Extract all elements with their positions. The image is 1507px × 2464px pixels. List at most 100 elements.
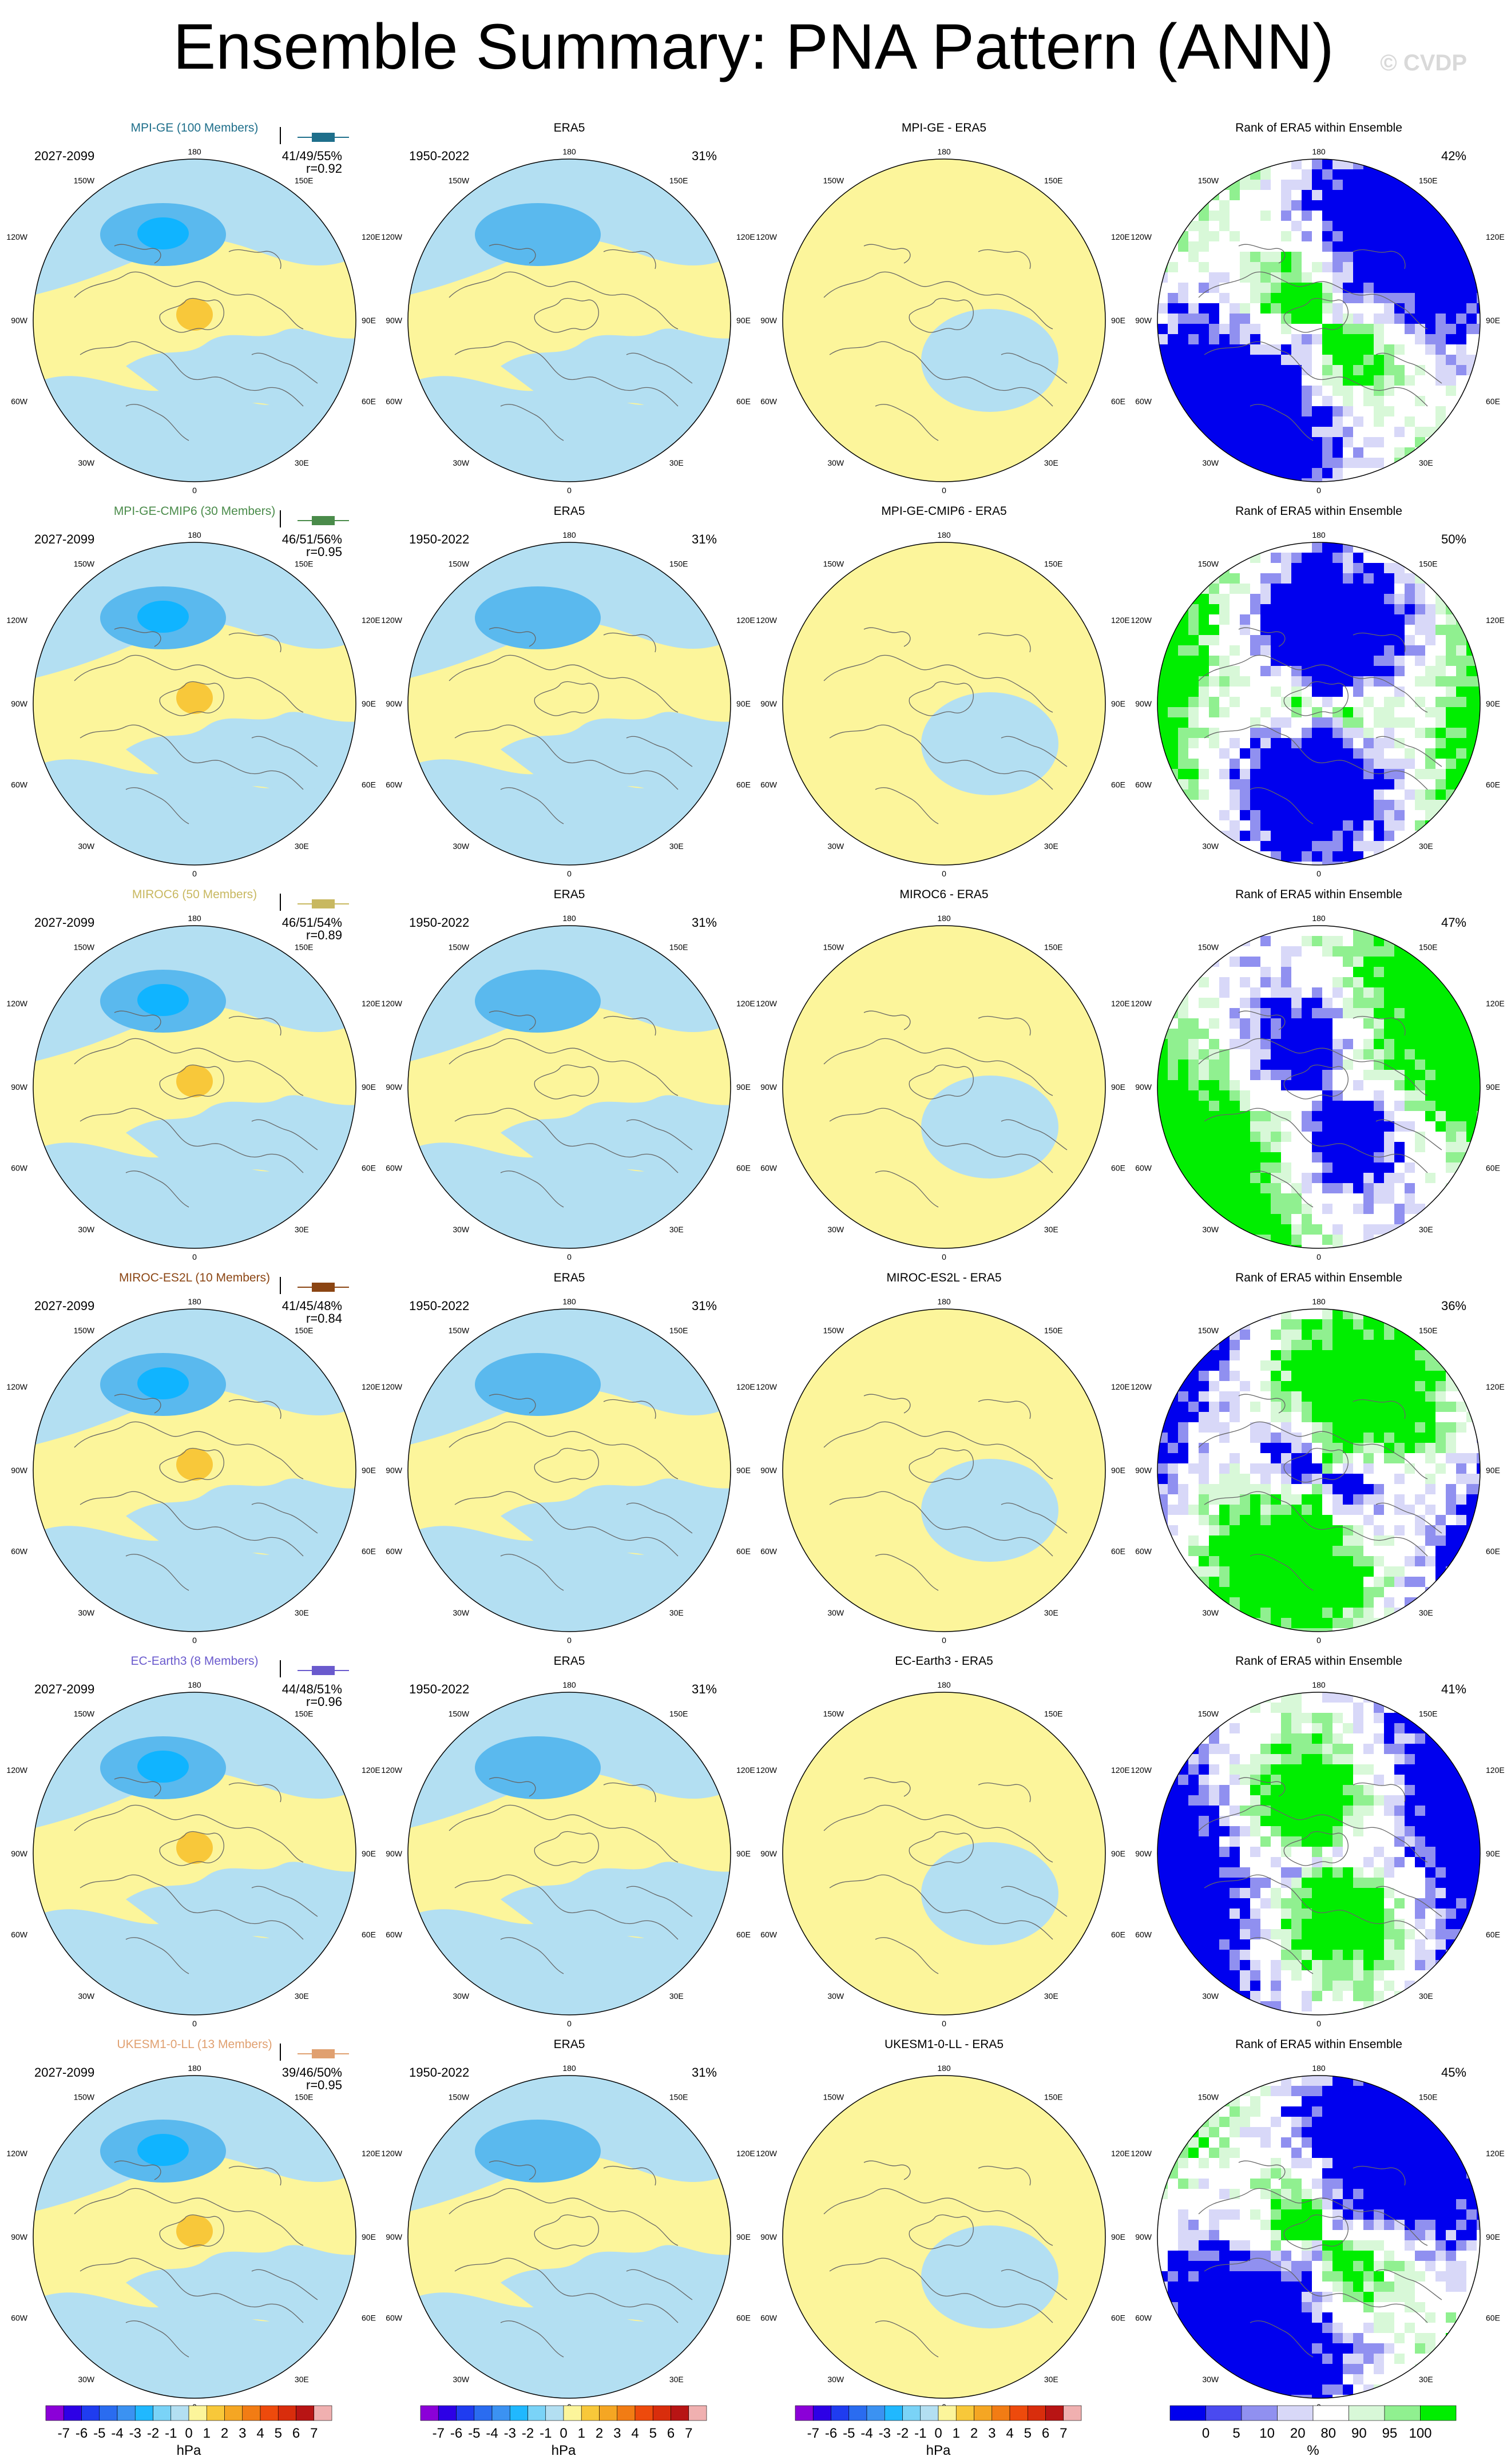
lon-label: 60W (386, 397, 403, 406)
polar-map (782, 1692, 1106, 2015)
lon-label: 90E (736, 1849, 751, 1858)
lon-label: 30E (295, 458, 309, 467)
colorbar-swatch (1009, 2405, 1028, 2421)
colorbar-tick: 1 (578, 2426, 585, 2441)
lon-label: 60E (1486, 1930, 1500, 1939)
lon-label: 180 (937, 530, 951, 539)
lon-label: 180 (562, 530, 576, 539)
lon-label: 150E (295, 1326, 314, 1335)
colorbar-swatch (599, 2405, 618, 2421)
colorbar-tick: -4 (111, 2426, 123, 2441)
model-title: MPI-GE (100 Members) (131, 121, 259, 134)
model-period: 2027-2099 (34, 1299, 94, 1313)
lon-label: 120E (1486, 2149, 1505, 2158)
colorbar-swatch (581, 2405, 600, 2421)
rank-title: Rank of ERA5 within Ensemble (1235, 888, 1402, 901)
lon-label: 60E (1486, 1164, 1500, 1173)
lon-label: 60W (11, 397, 28, 406)
lon-label: 150W (823, 176, 844, 185)
lon-label: 30E (669, 458, 684, 467)
colorbar-tick: 6 (667, 2426, 675, 2441)
colorbar-tick: 95 (1382, 2426, 1398, 2441)
lon-label: 180 (937, 914, 951, 923)
colorbar-tick: 100 (1409, 2426, 1431, 2441)
lon-label: 30W (827, 842, 844, 851)
lon-label: 30E (669, 1225, 684, 1234)
lon-label: 30W (78, 842, 95, 851)
whisker-box (312, 2049, 335, 2058)
lon-label: 120E (1486, 232, 1505, 241)
lon-label: 180 (937, 2064, 951, 2073)
colorbar-tick: 5 (1024, 2426, 1032, 2441)
lon-label: 120W (756, 1765, 777, 1775)
polar-map (782, 2075, 1106, 2399)
lon-label: 30W (1202, 1608, 1219, 1617)
colorbar-tick: 6 (1042, 2426, 1049, 2441)
map-border (1157, 2075, 1481, 2399)
lon-label: 90W (11, 1466, 28, 1475)
colorbar-swatch (884, 2405, 903, 2421)
lon-label: 90W (1135, 1466, 1152, 1475)
polar-map (1157, 925, 1481, 1249)
colorbar-units: hPa (926, 2443, 951, 2458)
rank-title: Rank of ERA5 within Ensemble (1235, 2038, 1402, 2051)
lon-label: 90E (362, 1849, 376, 1858)
colorbar-tick: 7 (1060, 2426, 1067, 2441)
lon-label: 150W (449, 1709, 470, 1718)
lon-label: 60W (386, 1547, 403, 1556)
era-title: ERA5 (554, 2038, 585, 2051)
colorbar-swatch (134, 2405, 153, 2421)
lon-label: 150W (449, 942, 470, 951)
lon-label: 90E (362, 316, 376, 325)
lon-label: 180 (188, 1680, 201, 1689)
colorbar-tick: -3 (129, 2426, 141, 2441)
page-title: Ensemble Summary: PNA Pattern (ANN) (173, 11, 1334, 82)
map-border (33, 542, 356, 866)
polar-map (782, 158, 1106, 482)
map-border (407, 158, 731, 482)
lon-label: 0 (192, 1252, 197, 1261)
era-title: ERA5 (554, 1654, 585, 1668)
lon-label: 30E (1419, 1608, 1433, 1617)
era-period: 1950-2022 (409, 149, 469, 163)
lon-label: 150W (74, 1326, 95, 1335)
colorbar-swatch (920, 2405, 939, 2421)
lon-label: 90E (736, 2232, 751, 2241)
lon-label: 60E (1111, 1930, 1125, 1939)
map-border (33, 1308, 356, 1632)
colorbar-tick: 0 (1202, 2426, 1209, 2441)
lon-label: 90W (386, 1466, 403, 1475)
ensemble-stats: 41/49/55% (282, 149, 342, 163)
lon-label: 90W (760, 2232, 778, 2241)
model-title: EC-Earth3 (8 Members) (131, 1654, 259, 1668)
lon-label: 30W (78, 2375, 95, 2384)
colorbar-tick: -6 (76, 2426, 88, 2441)
lon-label: 0 (567, 1252, 572, 1261)
lon-label: 60W (760, 1547, 778, 1556)
lon-label: 0 (567, 1636, 572, 1645)
lon-label: 180 (188, 914, 201, 923)
lon-label: 90E (1111, 1849, 1125, 1858)
colorbar-swatch (99, 2405, 118, 2421)
lon-label: 180 (188, 147, 201, 156)
map-border (1157, 542, 1481, 866)
lon-label: 0 (192, 1636, 197, 1645)
lon-label: 120W (381, 1382, 402, 1391)
lon-label: 30W (453, 2375, 470, 2384)
colorbar-swatch (848, 2405, 867, 2421)
colorbar-swatch (188, 2405, 207, 2421)
diff-title: MIROC-ES2L - ERA5 (886, 1271, 1001, 1284)
lon-label: 60W (760, 2314, 778, 2323)
lon-label: 120E (736, 1382, 755, 1391)
colorbar-tick: -1 (540, 2426, 552, 2441)
lon-label: 120E (362, 232, 380, 241)
ensemble-stats: 39/46/50% (282, 2065, 342, 2080)
colorbar-tick: 2 (970, 2426, 978, 2441)
era-variance: 31% (692, 1299, 717, 1313)
lon-label: 60E (1111, 780, 1125, 789)
lon-label: 0 (942, 869, 946, 878)
lon-label: 90E (362, 699, 376, 708)
lon-label: 150E (1419, 942, 1438, 951)
colorbar-swatch (1277, 2405, 1314, 2421)
lon-label: 120W (756, 616, 777, 625)
